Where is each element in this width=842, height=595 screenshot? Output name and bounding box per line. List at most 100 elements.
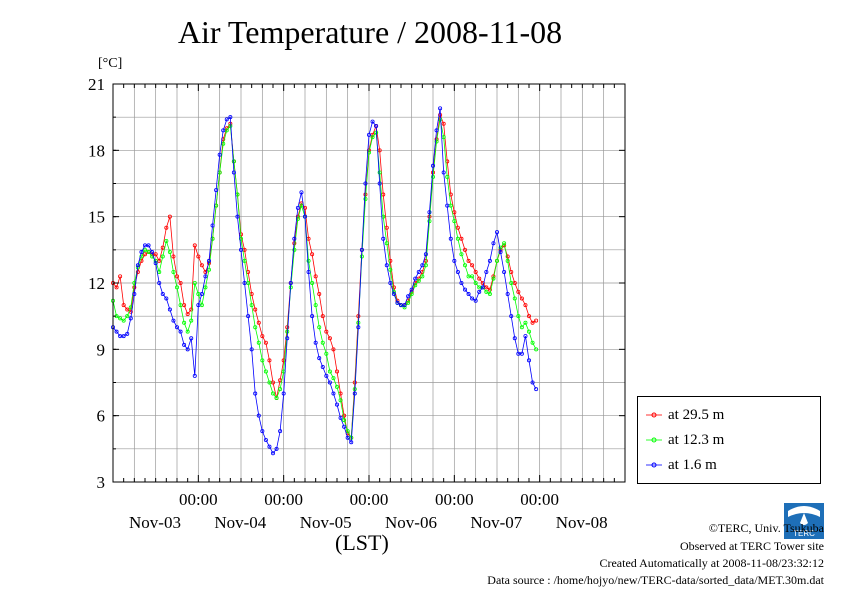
data-point [413, 283, 418, 288]
data-point [249, 347, 254, 352]
data-point [370, 135, 375, 140]
data-point [256, 413, 261, 418]
legend-label-1-6m: at 1.6 m [668, 456, 717, 473]
data-point [388, 280, 393, 285]
data-point [238, 247, 243, 252]
data-point [182, 320, 187, 325]
data-point [413, 276, 418, 281]
data-point [427, 210, 432, 215]
data-point [477, 289, 482, 294]
data-point [363, 181, 368, 186]
data-point [164, 225, 169, 230]
data-point [114, 285, 119, 290]
data-point [235, 214, 240, 219]
data-point [416, 269, 421, 274]
x-tick-date-label: Nov-03 [129, 513, 181, 532]
data-point [377, 170, 382, 175]
data-point [327, 380, 332, 385]
data-point [487, 292, 492, 297]
data-point [523, 320, 528, 325]
data-point [402, 303, 407, 308]
y-tick-label: 3 [97, 473, 106, 492]
data-point [182, 342, 187, 347]
data-point [409, 292, 414, 297]
data-point [125, 307, 130, 312]
data-point [505, 258, 510, 263]
data-point [167, 307, 172, 312]
data-point [502, 241, 507, 246]
data-point [527, 314, 532, 319]
data-point [530, 380, 535, 385]
data-point [228, 115, 233, 120]
data-point [228, 124, 233, 129]
data-point [445, 174, 450, 179]
data-point [178, 280, 183, 285]
data-point [470, 274, 475, 279]
data-point [231, 170, 236, 175]
x-tick-time-label: 00:00 [264, 490, 303, 509]
data-point [523, 334, 528, 339]
terc-logo: TERC [784, 503, 824, 539]
data-point [519, 296, 524, 301]
data-point [224, 117, 229, 122]
data-point [221, 128, 226, 133]
data-point [331, 376, 336, 381]
data-point [327, 336, 332, 341]
data-point [249, 303, 254, 308]
series-line [112, 113, 537, 439]
data-point [384, 241, 389, 246]
data-point [462, 287, 467, 292]
data-point [455, 225, 460, 230]
data-point [313, 303, 318, 308]
data-point [334, 369, 339, 374]
data-point [359, 247, 364, 252]
data-point [452, 258, 457, 263]
data-point [135, 269, 140, 274]
data-point [377, 181, 382, 186]
data-point [416, 278, 421, 283]
data-point [121, 303, 126, 308]
data-point [509, 280, 514, 285]
data-point [242, 258, 247, 263]
data-point [331, 391, 336, 396]
data-point [391, 285, 396, 290]
data-point [342, 424, 347, 429]
data-point [270, 451, 275, 456]
data-point [327, 369, 332, 374]
x-tick-date-label: Nov-04 [214, 513, 266, 532]
data-point [317, 356, 322, 361]
y-tick-label: 18 [88, 141, 105, 160]
data-point [189, 318, 194, 323]
data-point [384, 225, 389, 230]
data-point [484, 269, 489, 274]
data-point [366, 132, 371, 137]
data-point [441, 170, 446, 175]
data-point [178, 329, 183, 334]
data-point [430, 163, 435, 168]
data-point [260, 358, 265, 363]
data-point [331, 347, 336, 352]
y-axis-unit: [°C] [98, 56, 123, 71]
y-tick-label: 15 [88, 208, 105, 227]
x-tick-time-label: 00:00 [350, 490, 389, 509]
data-point [160, 292, 165, 297]
data-point [491, 276, 496, 281]
data-point [381, 236, 386, 241]
data-point [388, 267, 393, 272]
data-point [171, 269, 176, 274]
data-point [217, 152, 222, 157]
legend-item-12-3m: at 12.3 m [646, 430, 724, 450]
data-point [345, 429, 350, 434]
data-point [477, 276, 482, 281]
data-point [174, 285, 179, 290]
data-point [139, 254, 144, 259]
data-point [534, 347, 539, 352]
data-point [253, 325, 258, 330]
data-point [139, 250, 144, 255]
data-point [214, 188, 219, 193]
data-point [342, 413, 347, 418]
data-point [406, 300, 411, 305]
data-point [132, 292, 137, 297]
data-point [498, 250, 503, 255]
